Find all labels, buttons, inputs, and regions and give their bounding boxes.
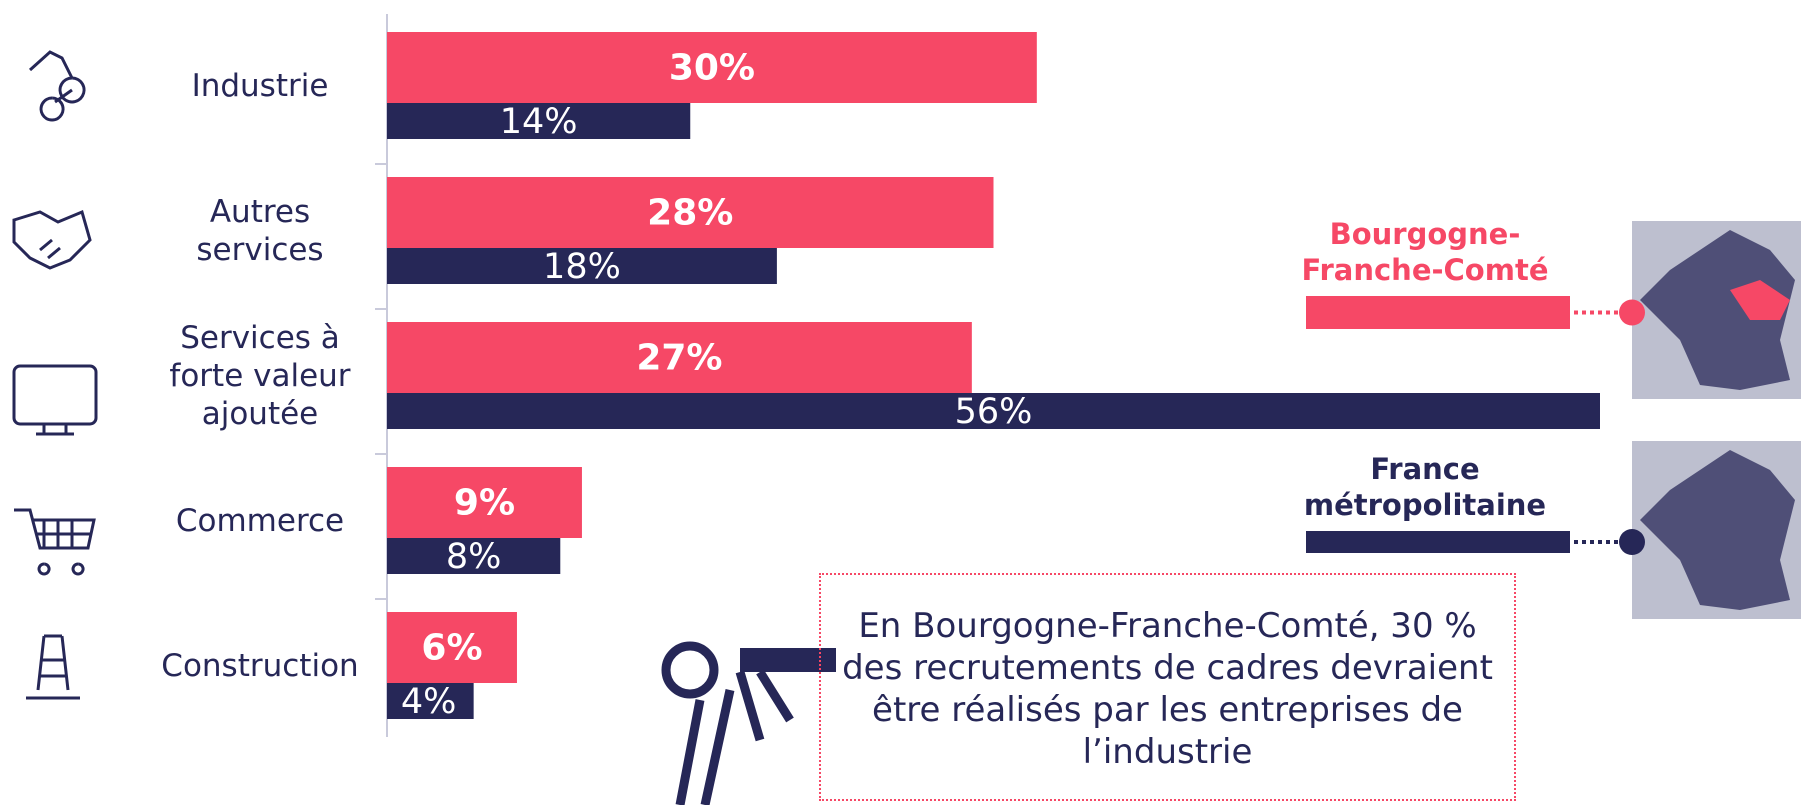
value-label: 30%: [669, 48, 755, 89]
bar: [387, 683, 474, 719]
value-label: 6%: [421, 628, 482, 669]
category-label: Industrie: [191, 67, 329, 104]
value-label: 8%: [446, 537, 502, 577]
category-label: Services à forte valeur ajoutée: [169, 319, 351, 432]
legend-label: France métropolitaine: [1303, 452, 1547, 522]
category-label: Construction: [161, 647, 359, 684]
bar: [387, 322, 972, 393]
bar: [387, 612, 517, 683]
annotation: En Bourgogne-Franche-Comté, 30 % des rec…: [819, 573, 1516, 801]
value-label: 18%: [543, 247, 621, 287]
bar: [387, 538, 561, 574]
legend-swatch: [1306, 296, 1570, 329]
maps: [1632, 221, 1801, 619]
handshake-icon: [12, 209, 92, 270]
cart-icon: [14, 508, 96, 576]
bar: [387, 248, 777, 284]
bar: [387, 393, 1600, 429]
bar: [387, 177, 994, 248]
value-label: 4%: [401, 682, 457, 722]
observer-illustration: [661, 641, 836, 805]
industry-icon: [28, 50, 86, 122]
value-label: 28%: [647, 193, 733, 234]
bar: [387, 103, 691, 139]
legend-dot: [1619, 529, 1645, 555]
monitor-icon: [12, 364, 98, 426]
category-label: Commerce: [175, 502, 345, 539]
icons: [12, 50, 98, 700]
value-label: 27%: [636, 338, 722, 379]
legend-dot: [1619, 299, 1645, 326]
bar: [387, 467, 582, 538]
value-label: 14%: [500, 102, 578, 142]
bar: [387, 32, 1037, 103]
value-label: 9%: [454, 483, 515, 524]
category-label: Autres services: [196, 193, 324, 268]
legend-swatch: [1306, 531, 1570, 553]
cone-icon: [26, 634, 80, 700]
value-label: 56%: [955, 392, 1033, 432]
legend-label: Bourgogne-Franche-Comté: [1301, 217, 1549, 287]
